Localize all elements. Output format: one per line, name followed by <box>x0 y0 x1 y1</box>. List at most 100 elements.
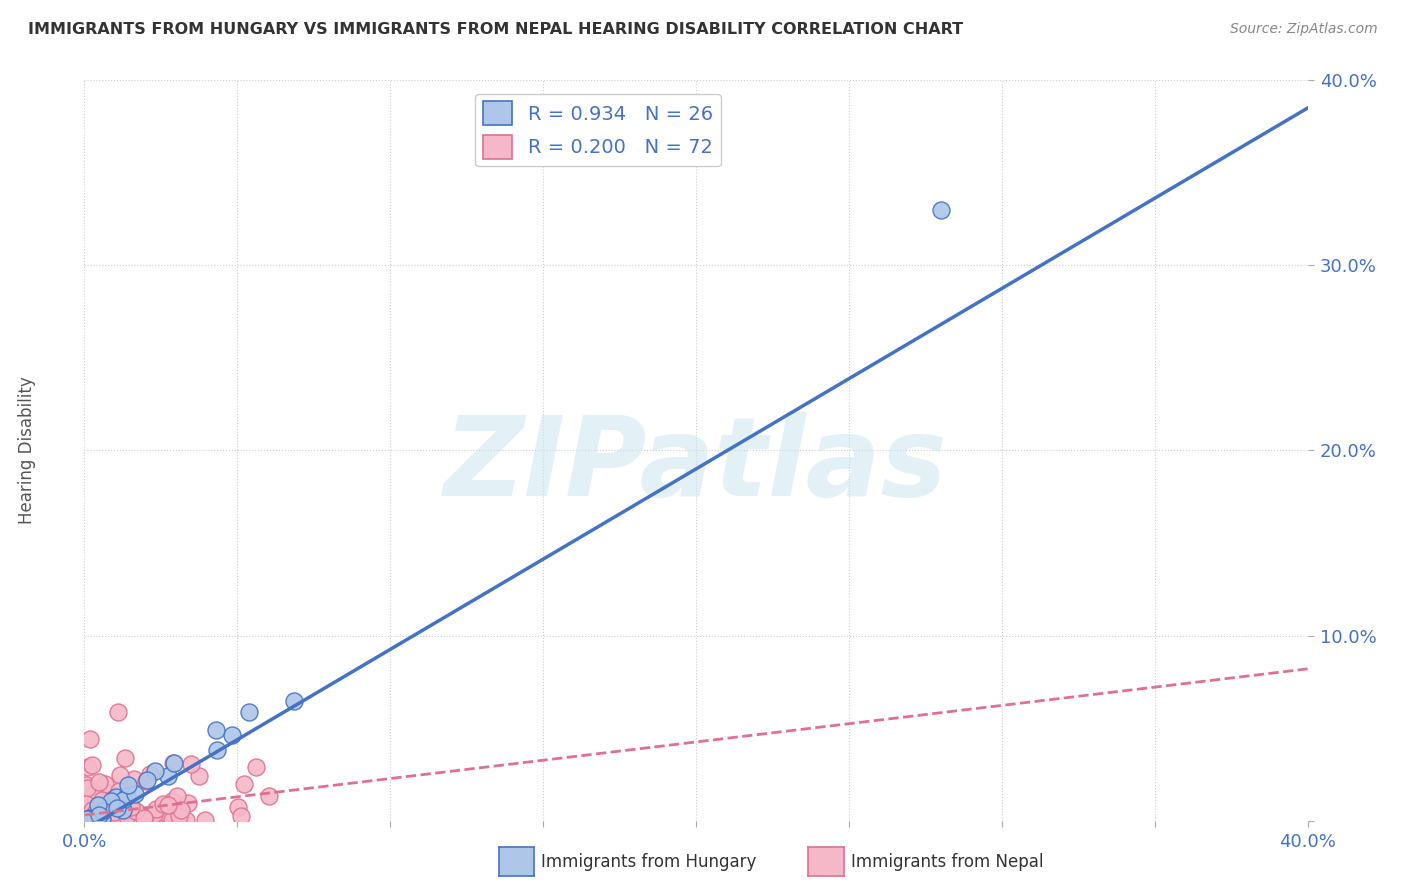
Point <box>233 777 256 791</box>
Point <box>114 813 136 827</box>
Point <box>100 794 122 808</box>
Point <box>152 797 174 812</box>
Point <box>155 805 177 819</box>
Point <box>139 767 162 781</box>
Point <box>87 774 110 789</box>
Text: ZIPatlas: ZIPatlas <box>444 412 948 519</box>
Point <box>80 758 103 772</box>
Point <box>82 806 104 821</box>
Point <box>120 800 142 814</box>
Point <box>76 780 98 795</box>
Point <box>105 790 128 805</box>
Point <box>148 813 170 827</box>
Point <box>283 694 305 708</box>
Point <box>107 784 129 798</box>
Point <box>75 778 97 792</box>
Point <box>117 779 139 793</box>
Point <box>91 805 114 819</box>
Point <box>245 760 267 774</box>
Point <box>93 797 115 811</box>
Point <box>91 793 114 807</box>
Point <box>145 802 167 816</box>
Point <box>257 789 280 804</box>
Point <box>167 809 190 823</box>
Point <box>115 789 138 803</box>
Point <box>205 743 228 757</box>
Point <box>107 800 129 814</box>
Point <box>97 813 120 827</box>
Text: IMMIGRANTS FROM HUNGARY VS IMMIGRANTS FROM NEPAL HEARING DISABILITY CORRELATION : IMMIGRANTS FROM HUNGARY VS IMMIGRANTS FR… <box>28 22 963 37</box>
Point <box>135 774 157 789</box>
Point <box>79 731 101 746</box>
Point <box>103 801 125 815</box>
Point <box>103 805 125 820</box>
Point <box>82 812 104 826</box>
Point <box>93 777 115 791</box>
Point <box>87 809 110 823</box>
Legend: R = 0.934   N = 26, R = 0.200   N = 72: R = 0.934 N = 26, R = 0.200 N = 72 <box>475 94 721 167</box>
Point <box>163 756 186 770</box>
Point <box>125 804 148 818</box>
Text: Source: ZipAtlas.com: Source: ZipAtlas.com <box>1230 22 1378 37</box>
Point <box>162 756 184 770</box>
Point <box>107 813 129 827</box>
Point <box>160 794 183 808</box>
Point <box>108 810 131 824</box>
Point <box>77 811 100 825</box>
Point <box>929 202 952 217</box>
Point <box>76 800 98 814</box>
Point <box>188 769 211 783</box>
Point <box>166 789 188 803</box>
Point <box>221 728 243 742</box>
Point <box>77 760 100 774</box>
Point <box>90 812 112 826</box>
Point <box>132 811 155 825</box>
Point <box>132 811 155 825</box>
Point <box>82 806 104 821</box>
Point <box>75 797 97 811</box>
Point <box>108 768 131 782</box>
Point <box>87 807 110 822</box>
Point <box>110 804 132 818</box>
Point <box>156 769 179 783</box>
Point <box>87 807 110 822</box>
Point <box>124 787 146 801</box>
Point <box>180 756 202 771</box>
Point <box>205 723 228 738</box>
Y-axis label: Hearing Disability: Hearing Disability <box>18 376 35 524</box>
Point <box>142 806 165 821</box>
Point <box>105 810 128 824</box>
Point <box>117 809 139 823</box>
Point <box>77 812 100 826</box>
Point <box>93 785 115 799</box>
Point <box>104 812 127 826</box>
Point <box>83 806 105 821</box>
Text: Immigrants from Nepal: Immigrants from Nepal <box>851 853 1043 871</box>
Point <box>136 773 159 788</box>
Point <box>76 810 98 824</box>
Point <box>238 705 260 719</box>
Point <box>86 798 108 813</box>
Point <box>114 751 136 765</box>
Point <box>122 772 145 787</box>
Point <box>229 808 252 822</box>
Point <box>107 705 129 719</box>
Point <box>103 797 125 811</box>
Point <box>157 798 180 813</box>
Point <box>160 813 183 827</box>
Point <box>83 787 105 801</box>
Point <box>170 803 193 817</box>
Point <box>82 804 104 818</box>
Point <box>96 810 118 824</box>
Point <box>111 792 134 806</box>
Point <box>156 807 179 822</box>
Point <box>141 806 163 821</box>
Point <box>143 764 166 779</box>
Point <box>228 800 250 814</box>
Point <box>174 813 197 827</box>
Point <box>193 813 215 827</box>
Point <box>136 809 159 823</box>
Point <box>111 804 134 818</box>
Point <box>114 809 136 823</box>
Text: Immigrants from Hungary: Immigrants from Hungary <box>541 853 756 871</box>
